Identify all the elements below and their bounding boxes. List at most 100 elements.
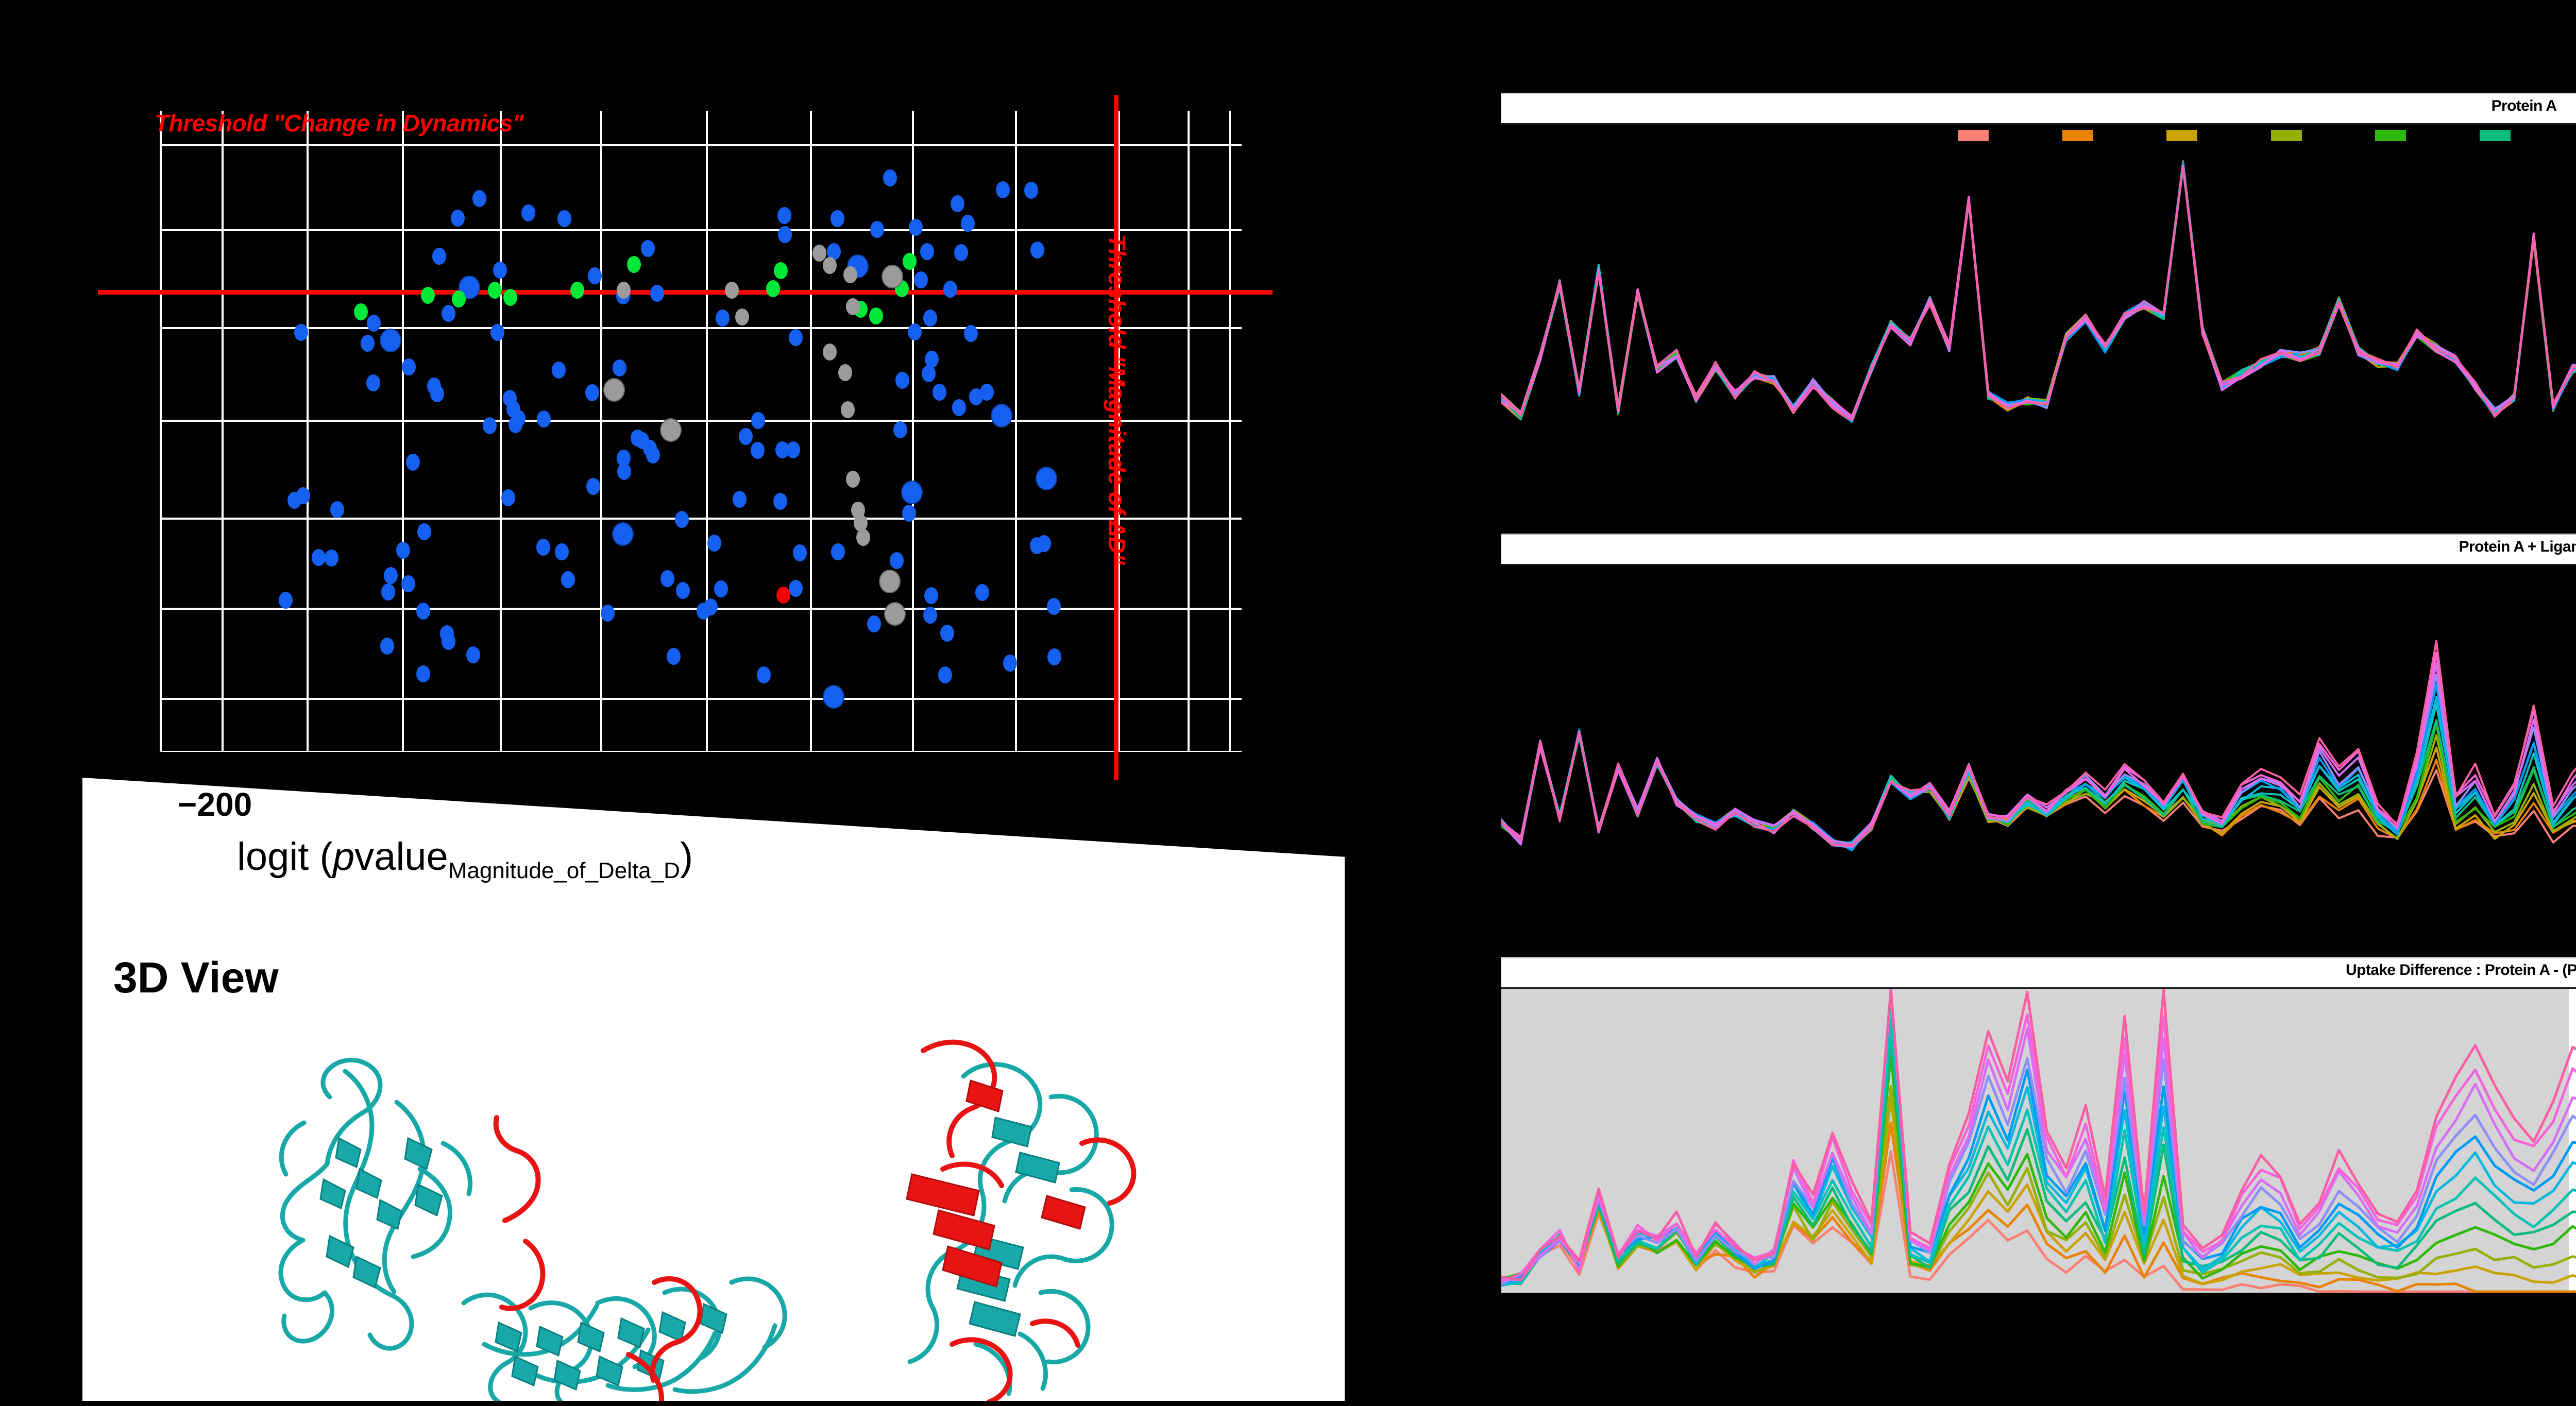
volcano-point[interactable] <box>442 304 455 322</box>
volcano-point[interactable] <box>739 428 753 445</box>
volcano-point[interactable] <box>380 637 395 655</box>
volcano-point[interactable] <box>627 256 641 273</box>
legend-swatch-1[interactable] <box>1958 130 1989 141</box>
volcano-point[interactable] <box>401 358 416 376</box>
volcano-point[interactable] <box>586 478 600 495</box>
volcano-point[interactable] <box>924 587 939 605</box>
legend-swatch-4[interactable] <box>2271 130 2302 141</box>
volcano-point[interactable] <box>913 271 928 288</box>
chart-protein-a-ligand[interactable]: Protein A + Ligand <box>1484 534 2576 894</box>
volcano-point[interactable] <box>312 549 326 567</box>
volcano-point[interactable] <box>776 587 790 604</box>
volcano-point[interactable] <box>895 371 909 389</box>
volcano-point[interactable] <box>561 571 575 588</box>
legend-swatch-2[interactable] <box>2062 130 2093 141</box>
volcano-point[interactable] <box>951 195 965 213</box>
volcano-point[interactable] <box>675 581 690 599</box>
volcano-point[interactable] <box>792 544 807 561</box>
volcano-point[interactable] <box>537 410 551 427</box>
volcano-point[interactable] <box>838 364 852 381</box>
volcano-point[interactable] <box>330 501 345 519</box>
volcano-point[interactable] <box>960 215 975 232</box>
volcano-point[interactable] <box>585 384 599 401</box>
volcano-scatter-area[interactable]: Threshold "Change in Dynamics" Threshold… <box>98 95 1273 780</box>
volcano-point[interactable] <box>995 181 1010 198</box>
volcano-point[interactable] <box>943 281 957 298</box>
volcano-point[interactable] <box>882 265 903 288</box>
volcano-point[interactable] <box>451 210 465 227</box>
volcano-point[interactable] <box>642 440 657 457</box>
volcano-point[interactable] <box>432 248 447 265</box>
volcano-point[interactable] <box>823 344 837 361</box>
volcano-point[interactable] <box>427 378 441 395</box>
volcano-point[interactable] <box>421 287 435 304</box>
volcano-point[interactable] <box>660 570 674 587</box>
volcano-point[interactable] <box>766 280 780 297</box>
volcano-point[interactable] <box>938 666 953 683</box>
volcano-point[interactable] <box>923 607 938 624</box>
volcano-point[interactable] <box>617 450 631 467</box>
volcano-point[interactable] <box>551 361 566 379</box>
chart-protein-a-plot-area[interactable] <box>1501 125 2576 423</box>
volcano-point[interactable] <box>773 492 787 510</box>
volcano-point[interactable] <box>511 409 526 427</box>
volcano-point[interactable] <box>452 290 466 307</box>
volcano-point[interactable] <box>841 401 855 418</box>
volcano-point[interactable] <box>846 298 860 315</box>
volcano-point[interactable] <box>932 383 946 401</box>
legend-swatch-6[interactable] <box>2480 130 2511 141</box>
volcano-point[interactable] <box>570 282 584 299</box>
volcano-point[interactable] <box>588 267 602 285</box>
volcano-point[interactable] <box>660 418 682 442</box>
volcano-point[interactable] <box>777 207 791 225</box>
volcano-point[interactable] <box>963 324 978 342</box>
volcano-point[interactable] <box>1047 597 1061 615</box>
volcano-point[interactable] <box>466 646 481 664</box>
volcano-point[interactable] <box>703 598 718 616</box>
volcano-point[interactable] <box>296 487 310 505</box>
volcano-point[interactable] <box>883 169 897 186</box>
volcano-point[interactable] <box>778 226 792 243</box>
volcano-point[interactable] <box>869 307 883 324</box>
volcano-point[interactable] <box>788 580 803 597</box>
volcano-point[interactable] <box>406 453 420 471</box>
volcano-point[interactable] <box>354 303 368 320</box>
volcano-point[interactable] <box>640 239 655 257</box>
volcano-point[interactable] <box>600 604 615 622</box>
volcano-point[interactable] <box>751 441 765 459</box>
volcano-point[interactable] <box>396 542 410 559</box>
volcano-point[interactable] <box>733 491 747 508</box>
volcano-point[interactable] <box>893 421 908 438</box>
volcano-point[interactable] <box>416 603 431 620</box>
volcano-point[interactable] <box>384 567 398 585</box>
volcano-point[interactable] <box>846 471 860 488</box>
volcano-point[interactable] <box>503 390 517 407</box>
volcano-point[interactable] <box>908 323 922 340</box>
volcano-point[interactable] <box>920 243 934 261</box>
volcano-point[interactable] <box>854 515 868 531</box>
volcano-point[interactable] <box>843 266 857 283</box>
volcano-point[interactable] <box>831 543 845 560</box>
volcano-point[interactable] <box>612 522 634 546</box>
volcano-point[interactable] <box>901 480 923 504</box>
chart-protein-a[interactable]: Protein A <box>1484 93 2576 453</box>
volcano-point[interactable] <box>1035 466 1057 490</box>
chart-uptake-difference[interactable]: Uptake Difference : Protein A - (Protein… <box>1484 957 2576 1328</box>
volcano-point[interactable] <box>812 245 826 262</box>
volcano-point[interactable] <box>980 383 994 401</box>
volcano-point[interactable] <box>975 584 989 601</box>
chart-uptake-difference-plot-area[interactable] <box>1501 989 2576 1293</box>
volcano-point[interactable] <box>416 665 430 682</box>
volcano-point[interactable] <box>884 602 906 626</box>
volcano-point[interactable] <box>856 529 870 546</box>
volcano-point[interactable] <box>417 523 431 540</box>
volcano-point[interactable] <box>757 666 771 683</box>
volcano-point[interactable] <box>666 648 681 665</box>
volcano-point[interactable] <box>925 351 939 368</box>
volcano-point[interactable] <box>675 511 689 528</box>
volcano-point[interactable] <box>879 570 901 593</box>
volcano-point[interactable] <box>379 329 401 353</box>
volcano-point[interactable] <box>401 575 415 593</box>
volcano-point[interactable] <box>725 282 739 299</box>
protein-cartoon-structure[interactable] <box>175 1015 1283 1406</box>
